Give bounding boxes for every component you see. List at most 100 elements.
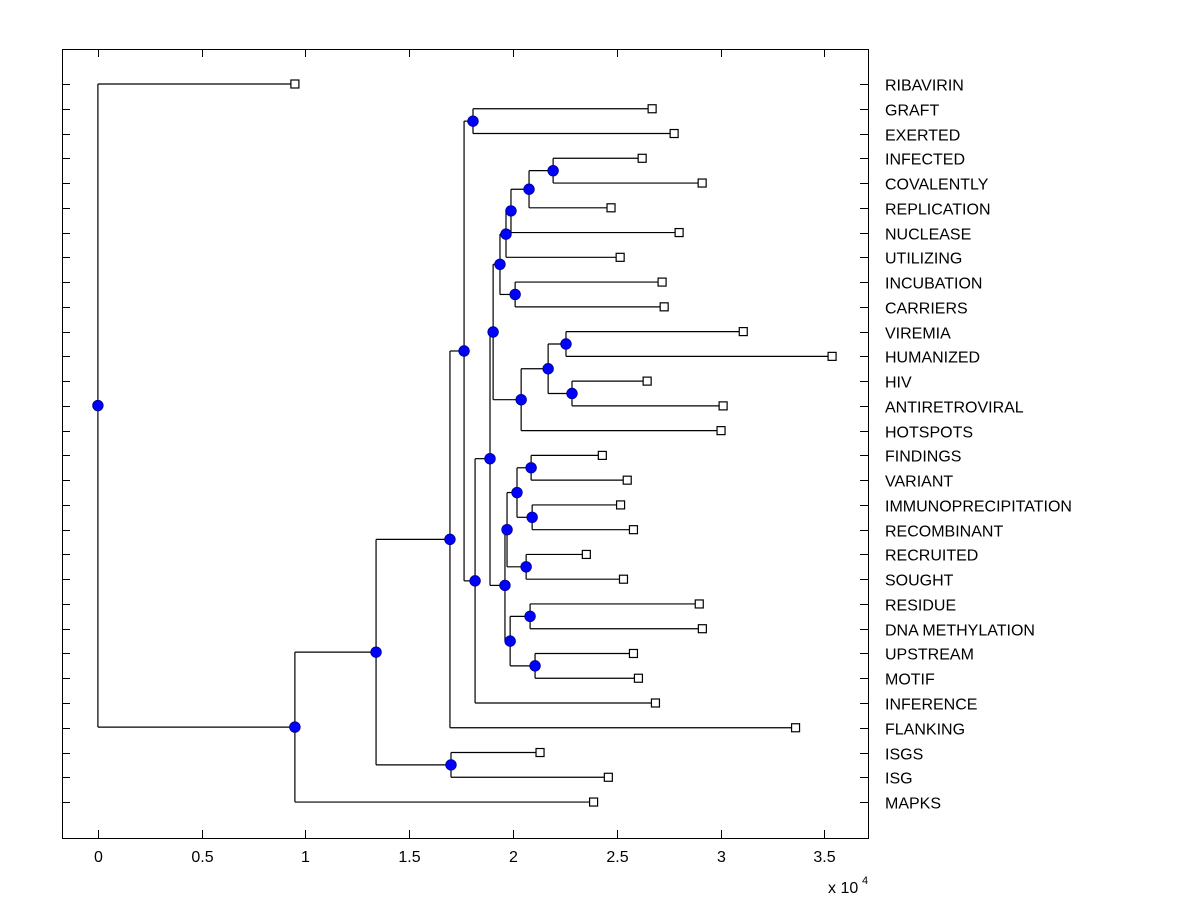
node-marker-n-506 (500, 228, 512, 240)
leaf-label-motif: MOTIF (885, 672, 935, 689)
leaf-label-graft: GRAFT (885, 103, 939, 120)
leaf-marker-graft (647, 104, 657, 114)
node-marker-n-548 (542, 363, 554, 375)
node-marker-n-imm (526, 511, 538, 524)
node-marker-n-vir (560, 338, 572, 350)
leaf-marker-flanking (790, 723, 801, 733)
leaf-marker-ribavirin (290, 79, 300, 89)
node-marker-n-511 (505, 205, 517, 217)
axes-box (62, 49, 869, 839)
leaf-label-humanized: HUMANIZED (885, 350, 980, 367)
leaf-label-inference: INFERENCE (885, 697, 977, 714)
node-marker-n-490 (484, 452, 496, 465)
leaf-marker-incubation (657, 277, 667, 287)
leaf-marker-hotspots (716, 426, 726, 436)
leaf-marker-covalently (697, 178, 707, 188)
x-tick-label: 0.5 (191, 849, 213, 866)
x-tick-label: 2 (509, 849, 518, 866)
leaf-marker-infected (637, 153, 647, 163)
leaf-marker-recombinant (628, 525, 639, 535)
x-multiplier: x 10 4 (828, 875, 868, 897)
x-multiplier-exponent: 4 (862, 875, 868, 887)
leaf-label-utilizing: UTILIZING (885, 251, 962, 268)
node-marker-n-inf (547, 164, 559, 177)
leaf-label-incubation: INCUBATION (885, 276, 982, 293)
node-marker-n-529 (523, 183, 535, 195)
node-marker-n-507 (501, 523, 513, 536)
x-tick-label: 1.5 (398, 849, 420, 866)
x-tick-label: 0 (94, 849, 103, 866)
plot-frame (62, 49, 869, 839)
node-marker-n-295 (289, 721, 301, 733)
leaf-markers (290, 79, 837, 807)
leaf-label-carriers: CARRIERS (885, 301, 968, 318)
leaf-marker-utilizing (615, 252, 625, 262)
leaf-marker-inference (650, 698, 661, 708)
leaf-label-upstream: UPSTREAM (885, 647, 974, 664)
node-marker-n-500 (494, 258, 506, 270)
leaf-marker-upstream (628, 648, 639, 659)
x-tick-label: 3 (717, 849, 726, 866)
leaf-label-variant: VARIANT (885, 474, 953, 491)
leaf-label-ribavirin: RIBAVIRIN (885, 78, 964, 95)
x-tick-label: 3.5 (813, 849, 835, 866)
node-marker-n-find (525, 462, 537, 474)
leaf-label-flanking: FLANKING (885, 722, 965, 739)
leaf-label-recruited: RECRUITED (885, 548, 978, 565)
leaf-label-mapks: MAPKS (885, 796, 941, 813)
leaf-marker-immunoprecipitation (615, 500, 626, 510)
leaf-marker-isgs (535, 747, 545, 758)
leaf-marker-dna-methylation (697, 624, 707, 634)
leaf-label-isgs: ISGS (885, 747, 923, 764)
leaf-label-hotspots: HOTSPOTS (885, 425, 973, 442)
node-marker-n-376 (370, 646, 382, 658)
node-marker-n-505 (499, 579, 511, 592)
node-marker-n-493 (487, 326, 499, 338)
x-tick-labels: 0 0.5 1 1.5 2 2.5 3 3.5 (94, 849, 836, 866)
leaf-label-residue: RESIDUE (885, 598, 956, 615)
leaf-marker-antiretroviral (718, 401, 728, 411)
leaf-label-exerted: EXERTED (885, 128, 960, 145)
leaf-label-hiv: HIV (885, 375, 912, 392)
node-marker-n-464 (458, 345, 470, 357)
dendrogram-edges (97, 83, 833, 803)
x-tick-label: 1 (301, 849, 310, 866)
leaf-label-nuclease: NUCLEASE (885, 227, 971, 244)
leaf-label-dna-methylation: DNA METHYLATION (885, 623, 1035, 640)
leaf-marker-sought (618, 574, 629, 584)
leaf-marker-isg (603, 772, 613, 782)
node-marker-n-517 (511, 486, 523, 499)
node-marker-n-graft (467, 115, 479, 127)
leaf-label-viremia: VIREMIA (885, 326, 951, 343)
leaf-label-replication: REPLICATION (885, 202, 991, 219)
leaf-labels: RIBAVIRIN GRAFT EXERTED INFECTED COVALENTLY R… (885, 78, 1072, 813)
leaf-marker-mapks (588, 797, 599, 807)
leaf-marker-recruited (581, 549, 591, 560)
node-marker-n-root (92, 399, 104, 412)
internal-node-markers (92, 115, 578, 771)
leaf-label-antiretroviral: ANTIRETROVIRAL (885, 400, 1024, 417)
leaf-marker-variant (622, 475, 632, 485)
leaf-label-sought: SOUGHT (885, 573, 954, 590)
leaf-label-recombinant: RECOMBINANT (885, 524, 1003, 541)
x-axis-ticks (98, 49, 825, 838)
node-marker-n-up (529, 660, 541, 672)
leaf-marker-carriers (659, 302, 669, 312)
leaf-marker-hiv (642, 376, 652, 386)
leaf-label-findings: FINDINGS (885, 449, 961, 466)
leaf-label-infected: INFECTED (885, 152, 965, 169)
node-marker-n-450 (444, 533, 456, 546)
leaf-marker-exerted (669, 128, 679, 139)
leaf-marker-nuclease (674, 227, 684, 238)
leaf-marker-motif (633, 673, 644, 683)
leaf-label-covalently: COVALENTLY (885, 177, 989, 194)
leaf-marker-findings (597, 450, 607, 460)
leaf-label-immunoprecipitation: IMMUNOPRECIPITATION (885, 499, 1072, 516)
leaf-marker-viremia (738, 327, 748, 337)
node-marker-n-510 (504, 635, 516, 647)
leaf-marker-residue (694, 599, 704, 609)
leaf-label-isg: ISG (885, 771, 913, 788)
node-marker-n-isg (445, 759, 457, 771)
x-tick-label: 2.5 (606, 849, 628, 866)
